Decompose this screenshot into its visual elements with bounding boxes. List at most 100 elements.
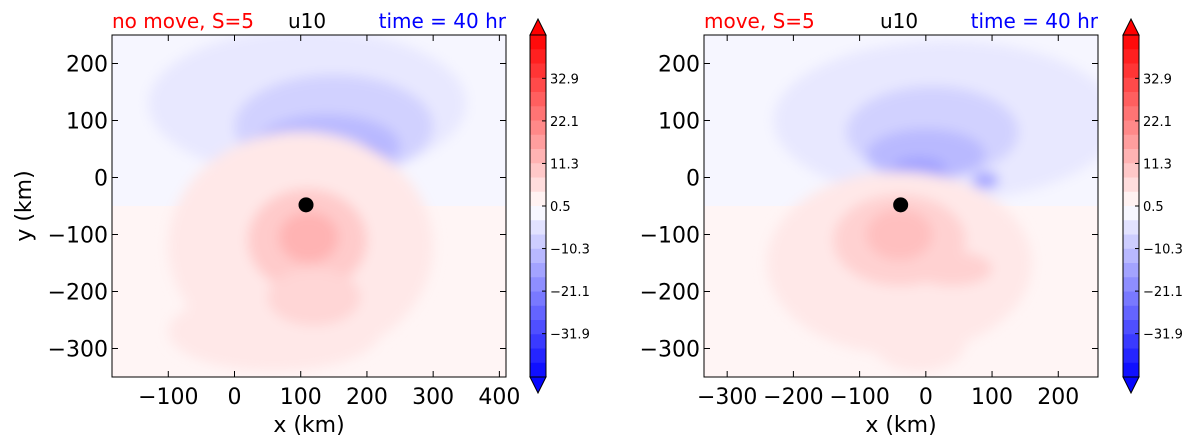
colorbar-level: [530, 263, 546, 278]
x-tick-label: 200: [346, 385, 388, 410]
colorbar-level: [530, 248, 546, 264]
colorbar-level: [530, 305, 546, 321]
colorbar-level: [530, 163, 546, 178]
colorbar-level: [530, 206, 546, 221]
colorbar-tick-label: 11.3: [1143, 157, 1172, 172]
y-tick-label: 100: [66, 110, 108, 135]
colorbar-extend-max: [529, 17, 547, 36]
contour-region-9: [872, 314, 966, 372]
colorbar-tick-label: 22.1: [1143, 115, 1172, 130]
colorbar-level: [1123, 149, 1139, 164]
x-tick-label: 100: [971, 385, 1013, 410]
colorbar-level: [1123, 277, 1139, 292]
x-tick-label: −100: [829, 385, 889, 410]
colorbar-level: [1123, 263, 1139, 278]
colorbar-tick-label: 22.1: [550, 115, 579, 130]
colorbar-level: [1123, 334, 1139, 349]
colorbar-tick-label: −21.1: [550, 285, 590, 300]
x-tick-label: 200: [1037, 385, 1079, 410]
colorbar-tick-label: 0.5: [550, 200, 571, 215]
colorbar-level: [530, 191, 546, 207]
storm-center-marker: [298, 197, 314, 213]
title-left: no move, S=5: [112, 9, 254, 33]
colorbar-level: [1123, 234, 1139, 250]
colorbar-level: [1123, 120, 1139, 136]
storm-center-marker: [893, 197, 909, 213]
y-tick-label: 200: [658, 53, 700, 78]
colorbar-extend-max: [1122, 17, 1140, 36]
colorbar-level: [530, 334, 546, 349]
colorbar-tick-label: 32.9: [1143, 72, 1172, 87]
y-tick-label: −100: [640, 224, 700, 249]
colorbar-level: [530, 362, 546, 378]
colorbar-level: [1123, 191, 1139, 207]
colorbar-tick-label: −10.3: [550, 243, 590, 258]
colorbar-extend-min: [529, 376, 547, 395]
contour-region-8: [912, 251, 993, 286]
y-tick-label: −100: [48, 224, 108, 249]
x-axis-label: x (km): [865, 413, 936, 438]
y-tick-label: 0: [94, 167, 108, 192]
y-axis-label: y (km): [12, 170, 37, 241]
colorbar-extend-min: [1122, 376, 1140, 395]
colorbar-level: [1123, 220, 1139, 235]
colorbar-tick-label: 32.9: [550, 72, 579, 87]
panel-move: −300 −200 −100 0 100 2002001000−100−200−300x …: [640, 9, 1183, 438]
contour-region-4: [972, 172, 999, 189]
title-right: time = 40 hr: [971, 9, 1099, 33]
contour-region-9: [267, 268, 361, 326]
colorbar-level: [530, 149, 546, 164]
x-tick-label: −100: [138, 385, 198, 410]
x-tick-label: 100: [280, 385, 322, 410]
colorbar: 32.9 22.1 11.3 0.5 −10.3 −21.1 −31.9: [1122, 17, 1183, 395]
colorbar-tick-label: −10.3: [1143, 243, 1183, 258]
colorbar-level: [530, 49, 546, 64]
colorbar-level: [1123, 362, 1139, 378]
y-tick-label: −200: [640, 281, 700, 306]
x-tick-label: 300: [412, 385, 454, 410]
axes-frame: [703, 34, 1099, 378]
colorbar-level: [1123, 348, 1139, 364]
colorbar-level: [1123, 106, 1139, 121]
y-tick-label: 100: [658, 110, 700, 135]
colorbar-level: [1123, 134, 1139, 150]
y-tick-label: 200: [66, 53, 108, 78]
x-tick-label: −300: [697, 385, 757, 410]
colorbar-tick-label: −31.9: [550, 328, 590, 343]
colorbar-level: [1123, 92, 1139, 107]
colorbar-level: [530, 220, 546, 235]
contour-field: [112, 35, 506, 377]
colorbar-tick-label: 11.3: [550, 157, 579, 172]
colorbar-tick-label: −21.1: [1143, 285, 1183, 300]
colorbar-level: [530, 106, 546, 121]
panel-no-move: −100 0 100 200 300 400 200 100 0 −100 −200 −300 x (k…: [12, 9, 590, 438]
colorbar-level: [1123, 248, 1139, 264]
contour-field: [704, 35, 1098, 377]
x-tick-label: 0: [228, 385, 242, 410]
contour-region-7: [866, 208, 933, 261]
colorbar: 32.9 22.1 11.3 0.5 −10.3 −21.1 −31.9: [529, 17, 590, 395]
colorbar-level: [1123, 320, 1139, 335]
contour-region-7: [278, 211, 339, 263]
colorbar-level: [530, 35, 546, 50]
colorbar-level: [530, 134, 546, 150]
colorbar-tick-label: −31.9: [1143, 328, 1183, 343]
title-left: move, S=5: [704, 9, 815, 33]
colorbar-level: [1123, 177, 1139, 193]
colorbar-level: [530, 77, 546, 93]
colorbar-level: [530, 177, 546, 193]
colorbar-level: [1123, 35, 1139, 50]
y-tick-label: 0: [686, 167, 700, 192]
x-tick-label: −200: [763, 385, 823, 410]
y-tick-label: −300: [640, 338, 700, 363]
x-tick-label: 0: [919, 385, 933, 410]
y-tick-label: −200: [48, 281, 108, 306]
colorbar-level: [530, 92, 546, 107]
x-tick-label: 400: [478, 385, 520, 410]
colorbar-level: [1123, 305, 1139, 321]
colorbar-tick-label: 0.5: [1143, 200, 1164, 215]
colorbar-level: [1123, 49, 1139, 64]
colorbar-level: [530, 277, 546, 292]
colorbar-level: [530, 120, 546, 136]
